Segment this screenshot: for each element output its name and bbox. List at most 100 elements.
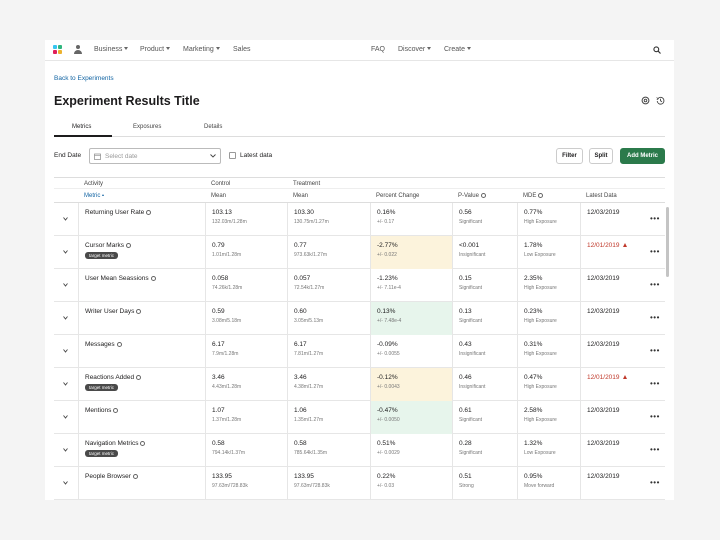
info-icon[interactable] bbox=[132, 474, 138, 479]
nav-marketing[interactable]: Marketing bbox=[183, 46, 220, 53]
filter-button[interactable]: Filter bbox=[556, 148, 583, 164]
metric-name[interactable]: Cursor Marks bbox=[85, 242, 125, 249]
info-icon[interactable] bbox=[126, 243, 132, 248]
back-link[interactable]: Back to Experiments bbox=[54, 75, 114, 82]
info-icon[interactable] bbox=[140, 441, 146, 446]
table-row[interactable]: User Mean Seassions 0.058 74.26k/1.28m 0.05… bbox=[54, 269, 665, 302]
info-icon[interactable] bbox=[116, 342, 122, 347]
more-options-icon[interactable]: ••• bbox=[650, 478, 660, 487]
significance-label: Significant bbox=[459, 450, 483, 456]
control-mean-cell: 103.13 132.03m/1.28m bbox=[205, 203, 287, 236]
gear-icon[interactable] bbox=[641, 96, 650, 105]
latest-data-cell: 12/01/2019 bbox=[580, 236, 640, 269]
mde-value: 1.32% bbox=[524, 440, 543, 447]
percent-change-value: 0.22% bbox=[377, 473, 396, 480]
metric-name[interactable]: User Mean Seassions bbox=[85, 275, 149, 282]
table-row[interactable]: Cursor Marks target metric 0.79 1.01m/1.28m… bbox=[54, 236, 665, 269]
latest-data-cell: 12/03/2019 bbox=[580, 335, 640, 368]
end-date-picker[interactable]: Select date bbox=[89, 148, 221, 164]
latest-data-date: 12/01/2019 bbox=[587, 374, 620, 381]
metric-name[interactable]: Navigation Metrics bbox=[85, 440, 139, 447]
slack-logo-icon[interactable] bbox=[53, 45, 63, 55]
app-window: Business Product Marketing Sales FAQ Dis… bbox=[45, 40, 674, 500]
nav-business[interactable]: Business bbox=[94, 46, 129, 53]
info-icon[interactable] bbox=[480, 193, 486, 198]
latest-data-date: 12/03/2019 bbox=[587, 440, 620, 447]
table-row[interactable]: Navigation Metrics target metric 0.58 794.1… bbox=[54, 434, 665, 467]
table-group-header: Activity Control Treatment bbox=[54, 177, 665, 189]
info-icon[interactable] bbox=[146, 210, 152, 215]
more-options-icon[interactable]: ••• bbox=[650, 379, 660, 388]
percent-change-value: 0.13% bbox=[377, 308, 396, 315]
more-options-icon[interactable]: ••• bbox=[650, 280, 660, 289]
tab-details[interactable]: Details bbox=[204, 124, 223, 130]
more-options-icon[interactable]: ••• bbox=[650, 445, 660, 454]
chevron-down-icon[interactable] bbox=[63, 349, 68, 353]
metric-cell: Reactions Added target metric bbox=[78, 368, 205, 401]
table-row[interactable]: People Browser 133.95 97.63m/728.83k 133.95… bbox=[54, 467, 665, 500]
warning-icon bbox=[622, 243, 627, 247]
mde-value: 1.78% bbox=[524, 242, 543, 249]
nav-sales[interactable]: Sales bbox=[233, 46, 251, 53]
percent-change-interval: +/- 0.022 bbox=[377, 252, 397, 258]
metric-name[interactable]: Writer User Days bbox=[85, 308, 135, 315]
tab-exposures[interactable]: Exposures bbox=[133, 124, 162, 130]
more-options-icon[interactable]: ••• bbox=[650, 214, 660, 223]
latest-data-date: 12/03/2019 bbox=[587, 341, 620, 348]
table-row[interactable]: Writer User Days 0.59 3.08m/5.18m 0.60 3.05m… bbox=[54, 302, 665, 335]
nav-faq[interactable]: FAQ bbox=[371, 46, 385, 53]
target-metric-badge: target metric bbox=[85, 450, 119, 457]
p-value-cell: 0.13 Significant bbox=[452, 302, 517, 335]
chevron-down-icon[interactable] bbox=[63, 481, 68, 485]
scrollbar[interactable] bbox=[666, 207, 669, 277]
chevron-down-icon[interactable] bbox=[63, 316, 68, 320]
col-p-value: P-Value bbox=[458, 189, 486, 203]
percent-change-value: -0.47% bbox=[377, 407, 398, 414]
col-metric[interactable]: Metric bbox=[84, 189, 105, 203]
nav-product[interactable]: Product bbox=[140, 46, 171, 53]
latest-data-cell: 12/03/2019 bbox=[580, 467, 640, 500]
chevron-down-icon[interactable] bbox=[63, 382, 68, 386]
metric-name[interactable]: Mentions bbox=[85, 407, 112, 414]
treatment-mean-value: 1.06 bbox=[294, 407, 307, 414]
search-icon[interactable] bbox=[653, 46, 661, 54]
chevron-down-icon[interactable] bbox=[63, 415, 68, 419]
chevron-down-icon[interactable] bbox=[63, 250, 68, 254]
info-icon[interactable] bbox=[113, 408, 119, 413]
chevron-down-icon[interactable] bbox=[63, 217, 68, 221]
history-icon[interactable] bbox=[656, 96, 665, 105]
info-icon[interactable] bbox=[136, 309, 142, 314]
info-icon[interactable] bbox=[538, 193, 544, 198]
more-options-icon[interactable]: ••• bbox=[650, 412, 660, 421]
table-row[interactable]: Mentions 1.07 1.37m/1.28m 1.06 1.35m/1.27m -0… bbox=[54, 401, 665, 434]
metric-name[interactable]: Messages bbox=[85, 341, 115, 348]
chevron-down-icon[interactable] bbox=[63, 283, 68, 287]
control-mean-cell: 3.46 4.43m/1.28m bbox=[205, 368, 287, 401]
split-button[interactable]: Split bbox=[589, 148, 613, 164]
more-options-icon[interactable]: ••• bbox=[650, 247, 660, 256]
exposure-label: Low Exposure bbox=[524, 252, 556, 258]
tab-metrics[interactable]: Metrics bbox=[72, 124, 92, 130]
chevron-down-icon[interactable] bbox=[63, 448, 68, 452]
more-options-icon[interactable]: ••• bbox=[650, 346, 660, 355]
percent-change-interval: +/- 0.0050 bbox=[377, 417, 400, 423]
more-options-icon[interactable]: ••• bbox=[650, 313, 660, 322]
table-row[interactable]: Returning User Rate 103.13 132.03m/1.28m 10… bbox=[54, 203, 665, 236]
metric-name[interactable]: Reactions Added bbox=[85, 374, 135, 381]
mde-cell: 0.95% Move forward bbox=[517, 467, 580, 500]
nav-discover[interactable]: Discover bbox=[398, 46, 432, 53]
metric-name[interactable]: Returning User Rate bbox=[85, 209, 145, 216]
nav-create[interactable]: Create bbox=[444, 46, 472, 53]
table-row[interactable]: Messages 6.17 7.9m/1.28m 6.17 7.81m/1.27m -0.… bbox=[54, 335, 665, 368]
control-mean-value: 133.95 bbox=[212, 473, 232, 480]
info-icon[interactable] bbox=[136, 375, 142, 380]
metric-name[interactable]: People Browser bbox=[85, 473, 131, 480]
latest-data-checkbox[interactable] bbox=[229, 152, 236, 159]
info-icon[interactable] bbox=[150, 276, 156, 281]
mde-value: 0.95% bbox=[524, 473, 543, 480]
user-icon[interactable] bbox=[74, 45, 82, 54]
add-metric-button[interactable]: Add Metric bbox=[620, 148, 665, 164]
end-date-label: End Date bbox=[54, 152, 82, 159]
table-header: Metric Mean Mean Percent Change P-Value … bbox=[54, 189, 665, 203]
table-row[interactable]: Reactions Added target metric 3.46 4.43m/1.… bbox=[54, 368, 665, 401]
